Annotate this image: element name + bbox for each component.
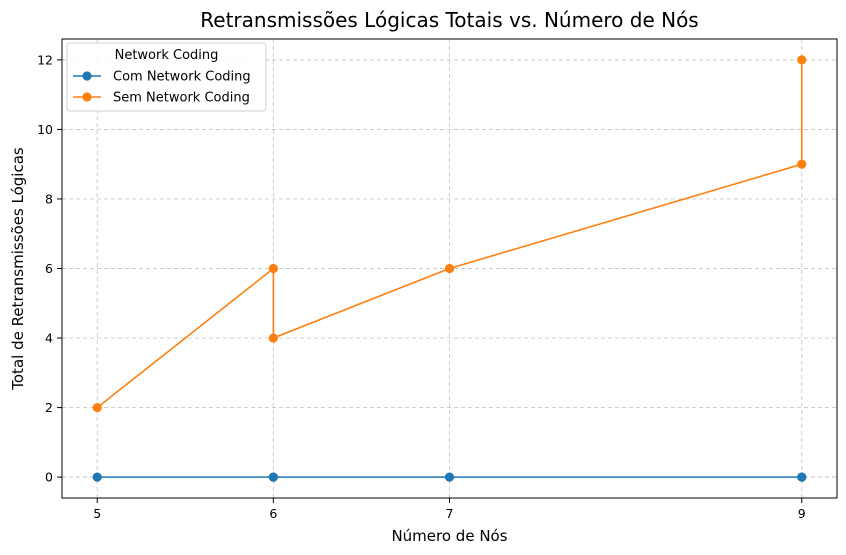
y-tick-label: 12: [37, 52, 53, 67]
data-point-series-1: [92, 472, 102, 482]
x-tick-label: 7: [446, 506, 454, 521]
legend-marker-1: [82, 71, 92, 81]
series-layer: [92, 55, 807, 482]
series-line-2: [96, 59, 803, 409]
y-tick-label: 8: [45, 191, 53, 206]
legend-entries: Com Network Coding Sem Network Coding: [73, 70, 251, 106]
x-tick-label: 6: [269, 506, 277, 521]
data-point-series-2: [797, 159, 807, 169]
legend-marker-2: [82, 92, 92, 102]
data-point-series-2: [92, 402, 102, 413]
legend: Network Coding Com Network Coding Sem Net…: [66, 42, 267, 112]
data-point-series-2: [268, 263, 278, 274]
y-tick-label: 4: [45, 331, 53, 346]
y-tick-label: 2: [45, 400, 53, 415]
data-point-series-2: [797, 55, 807, 65]
y-tick-label: 0: [45, 470, 53, 485]
legend-box: [66, 42, 267, 112]
y-tick-label: 6: [45, 261, 53, 276]
data-point-series-2: [268, 333, 278, 343]
legend-label-1: Com Network Coding: [113, 70, 251, 85]
legend-title: Network Coding: [115, 48, 219, 63]
y-axis-label: Total de Retransmissões Lógicas: [9, 147, 27, 391]
x-tick-label: 5: [93, 506, 101, 521]
chart-title: Retransmissões Lógicas Totais vs. Número…: [200, 8, 698, 32]
data-point-series-1: [797, 472, 807, 482]
tick-layer: 5 6 7 9 0 2 4 6 8 10 12: [37, 52, 806, 521]
x-axis-label: Número de Nós: [391, 527, 507, 545]
data-point-series-1: [444, 472, 455, 482]
y-tick-label: 10: [37, 122, 53, 137]
legend-label-2: Sem Network Coding: [113, 91, 250, 106]
x-tick-label: 9: [798, 506, 806, 521]
data-point-series-2: [444, 263, 455, 274]
data-point-series-1: [268, 472, 278, 482]
